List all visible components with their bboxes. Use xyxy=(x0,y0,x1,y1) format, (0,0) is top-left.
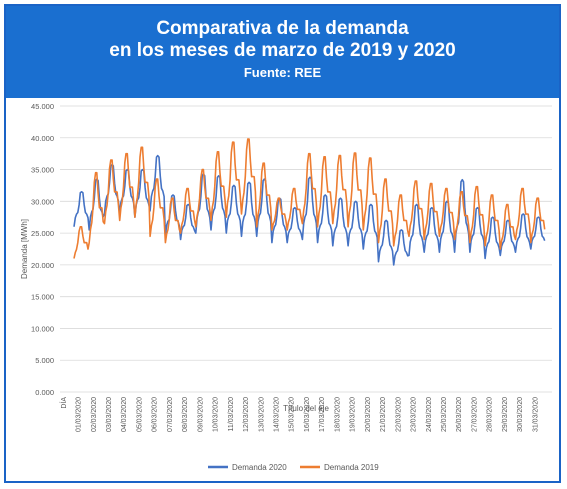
x-tick-label: 12/03/2020 xyxy=(243,397,250,432)
series-line-2 xyxy=(73,138,546,259)
series-lines xyxy=(73,138,546,266)
y-tick-label: 5.000 xyxy=(35,356,54,365)
x-tick-label: 18/03/2020 xyxy=(334,397,341,432)
legend: Demanda 2020 Demanda 2019 xyxy=(208,463,379,472)
x-tick-label: 03/03/2020 xyxy=(106,397,113,432)
y-tick-label: 45.000 xyxy=(31,102,54,111)
x-tick-label: 08/03/2020 xyxy=(182,397,189,432)
x-tick-label: 24/03/2020 xyxy=(426,397,433,432)
x-tick-label: 29/03/2020 xyxy=(502,397,509,432)
x-tick-labels: DÍA 01/03/2020 02/03/2020 03/03/2020 04/03/2… xyxy=(59,397,539,432)
x-tick-label: 05/03/2020 xyxy=(136,397,143,432)
y-axis-label: Demanda [MWh] xyxy=(20,219,29,279)
y-tick-label: 15.000 xyxy=(31,293,54,302)
x-tick-label: 20/03/2020 xyxy=(365,397,372,432)
x-tick-label: 30/03/2020 xyxy=(517,397,524,432)
title-banner: Comparativa de la demanda en los meses d… xyxy=(6,6,559,98)
x-tick-label: 26/03/2020 xyxy=(456,397,463,432)
y-tick-label: 40.000 xyxy=(31,134,54,143)
x-tick-label: 25/03/2020 xyxy=(441,397,448,432)
chart-title-line1: Comparativa de la demanda xyxy=(156,18,409,39)
y-tick-label: 25.000 xyxy=(31,229,54,238)
x-tick-label: 06/03/2020 xyxy=(152,397,159,432)
x-tick-label: 19/03/2020 xyxy=(350,397,357,432)
x-tick-label: 28/03/2020 xyxy=(487,397,494,432)
chart-title-line2: en los meses de marzo de 2019 y 2020 xyxy=(109,40,456,61)
x-tick-label: 01/03/2020 xyxy=(76,397,83,432)
x-tick-label: 23/03/2020 xyxy=(411,397,418,432)
x-axis-label: Título del eje xyxy=(283,404,329,413)
legend-label: Demanda 2019 xyxy=(324,463,379,472)
x-tick-label: 27/03/2020 xyxy=(471,397,478,432)
y-tick-label: 35.000 xyxy=(31,166,54,175)
x-tick-label: 09/03/2020 xyxy=(197,397,204,432)
y-tick-labels: 0.000 5.000 10.000 15.000 20.000 25.000 30.000… xyxy=(31,102,54,397)
x-tick-label: 15/03/2020 xyxy=(289,397,296,432)
legend-label: Demanda 2020 xyxy=(232,463,287,472)
chart-source: Fuente: REE xyxy=(243,65,322,80)
x-tick-label: 22/03/2020 xyxy=(395,397,402,432)
x-tick-label: 11/03/2020 xyxy=(228,397,235,432)
y-tick-label: 30.000 xyxy=(31,197,54,206)
x-tick-label: 10/03/2020 xyxy=(213,397,220,432)
x-tick-label: 17/03/2020 xyxy=(319,397,326,432)
x-tick-label: 16/03/2020 xyxy=(304,397,311,432)
y-tick-label: 20.000 xyxy=(31,261,54,270)
chart-frame: Comparativa de la demanda en los meses d… xyxy=(4,4,561,483)
x-tick-label: 07/03/2020 xyxy=(167,397,174,432)
x-tick-label: 21/03/2020 xyxy=(380,397,387,432)
x-tick-label-first: DÍA xyxy=(59,397,68,409)
x-tick-label: 31/03/2020 xyxy=(532,397,539,432)
series-line-1 xyxy=(73,154,546,266)
x-tick-label: 14/03/2020 xyxy=(274,397,281,432)
x-tick-label: 13/03/2020 xyxy=(258,397,265,432)
x-tick-label: 04/03/2020 xyxy=(121,397,128,432)
y-tick-label: 10.000 xyxy=(31,324,54,333)
y-tick-label: 0.000 xyxy=(35,388,54,397)
x-tick-label: 02/03/2020 xyxy=(91,397,98,432)
gridlines xyxy=(60,105,552,393)
